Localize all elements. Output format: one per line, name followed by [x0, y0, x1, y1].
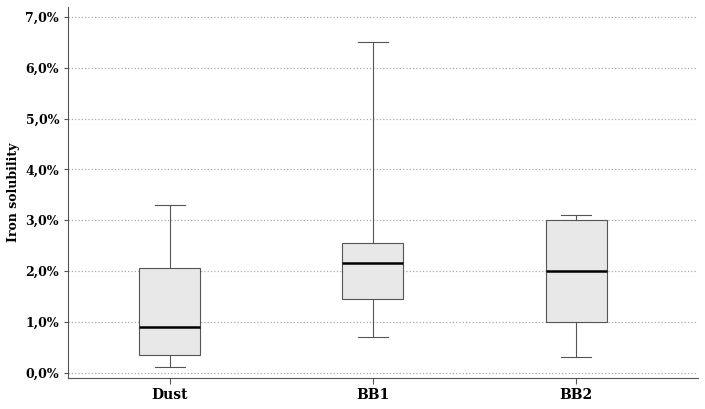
Y-axis label: Iron solubility: Iron solubility	[7, 143, 20, 242]
PathPatch shape	[140, 268, 200, 355]
PathPatch shape	[343, 243, 403, 299]
PathPatch shape	[546, 220, 606, 322]
